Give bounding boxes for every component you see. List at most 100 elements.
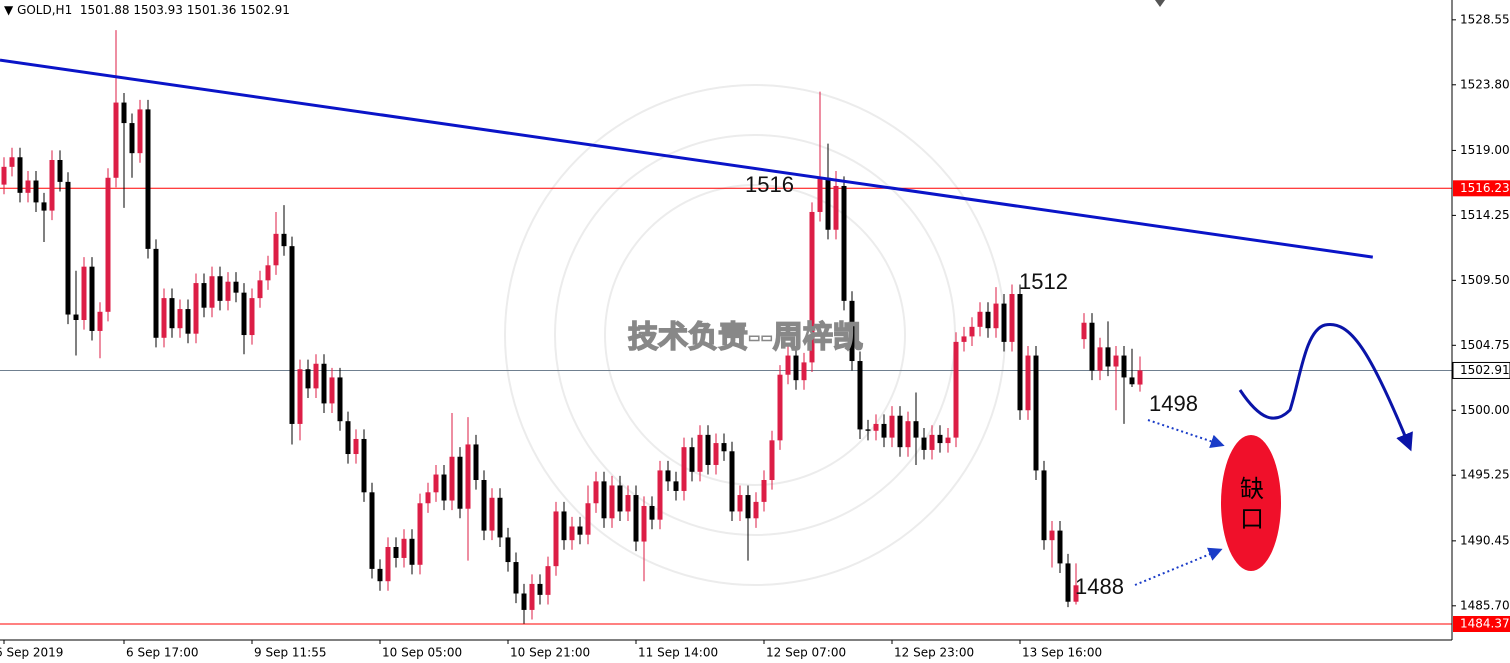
candle-body (321, 363, 327, 404)
candle-body (369, 492, 375, 569)
candle-body (873, 423, 879, 431)
y-tick-label: 1514.25 (1460, 208, 1510, 222)
arrow-1488 (1134, 547, 1223, 586)
bid-tag (1452, 361, 1510, 379)
header-open: 1501.88 (79, 3, 130, 17)
candle-body (433, 474, 439, 493)
candle-body (1121, 355, 1127, 378)
candle-body (737, 495, 743, 512)
candle-body (689, 447, 695, 472)
candle-body (489, 497, 495, 531)
candle-body (833, 185, 839, 230)
candle-body (1105, 347, 1111, 367)
shift-marker (1155, 0, 1165, 7)
x-tick-label: 11 Sep 14:00 (638, 646, 718, 660)
candle-body (889, 415, 895, 438)
candle-body (849, 300, 855, 362)
candle-body (617, 485, 623, 512)
candle-body (241, 292, 247, 336)
candle-body (449, 456, 455, 501)
candle-body (337, 377, 343, 422)
candle-body (969, 326, 975, 337)
candle-body (1065, 563, 1071, 602)
candle-body (209, 276, 215, 308)
candle-body (409, 538, 415, 565)
x-tick-label: 12 Sep 07:00 (766, 646, 846, 660)
candle-body (1097, 347, 1103, 371)
candle-body (145, 109, 151, 249)
candle-body (1017, 294, 1023, 411)
candle-body (361, 438, 367, 493)
candle-body (73, 314, 79, 320)
watermark: 技术负责--周梓凯 (627, 319, 863, 356)
candle-body (377, 568, 383, 582)
candle-body (753, 501, 759, 519)
candle-body (1025, 355, 1031, 411)
candle-body (801, 362, 807, 381)
y-tick-label: 1528.55 (1460, 12, 1510, 26)
candle-body (569, 526, 575, 541)
candle-body (113, 102, 119, 178)
candle-body (25, 180, 31, 193)
candle-body (521, 593, 527, 610)
y-tick-label: 1523.80 (1460, 77, 1510, 91)
y-tick-label: 1500.00 (1460, 403, 1510, 417)
candle-body (1001, 303, 1007, 342)
candle-body (1049, 530, 1055, 541)
annotation: 1488 (1075, 574, 1124, 599)
candle-body (313, 363, 319, 389)
candle-body (649, 505, 655, 520)
candle-body (417, 503, 423, 565)
candle-body (385, 547, 391, 582)
candle-body (1, 166, 7, 185)
header-close: 1502.91 (240, 3, 290, 17)
candle-body (249, 298, 255, 336)
candle-body (993, 303, 999, 329)
arrow-1498 (1147, 419, 1225, 449)
trendline (0, 58, 1374, 259)
candle-body (601, 481, 607, 519)
annotation: 1512 (1019, 269, 1068, 294)
candle-body (577, 526, 583, 535)
forecast-path (1238, 322, 1413, 452)
candle-body (953, 341, 959, 438)
header-high: 1503.93 (133, 3, 183, 17)
candle-body (265, 265, 271, 281)
candle-body (177, 309, 183, 329)
x-tick-label: 6 Sep 17:00 (126, 646, 198, 660)
candle-body (465, 444, 471, 509)
candle-body (537, 583, 543, 595)
candle-body (841, 185, 847, 301)
candle-body (777, 374, 783, 441)
candle-body (745, 495, 751, 519)
candle-body (977, 311, 983, 327)
candle-body (201, 283, 207, 308)
y-tick-label: 1495.25 (1460, 468, 1510, 482)
candle-body (225, 281, 231, 301)
candle-body (1089, 322, 1095, 371)
candle-body (1033, 355, 1039, 471)
candle-body (105, 177, 111, 312)
candle-body (865, 429, 871, 431)
y-tick-label: 1490.45 (1460, 533, 1510, 547)
candle-body (1137, 370, 1143, 385)
y-tick-label: 1519.00 (1460, 143, 1510, 157)
candle-body (817, 177, 823, 212)
candle-body (473, 444, 479, 480)
candle-body (161, 298, 167, 338)
candle-body (697, 434, 703, 472)
candle-body (609, 485, 615, 519)
x-tick-label: 12 Sep 23:00 (894, 646, 974, 660)
level-tag-label: 1516.23 (1460, 181, 1510, 195)
y-tick-label: 1485.70 (1460, 598, 1510, 612)
candle-body (593, 481, 599, 504)
header-low: 1501.36 (186, 3, 237, 17)
candle-body (1009, 294, 1015, 342)
candle-body (553, 511, 559, 567)
candle-body (1129, 377, 1135, 385)
candle-body (1057, 530, 1063, 564)
x-tick-label: 10 Sep 21:00 (510, 646, 590, 660)
gap-label: 缺口 (1240, 475, 1264, 533)
